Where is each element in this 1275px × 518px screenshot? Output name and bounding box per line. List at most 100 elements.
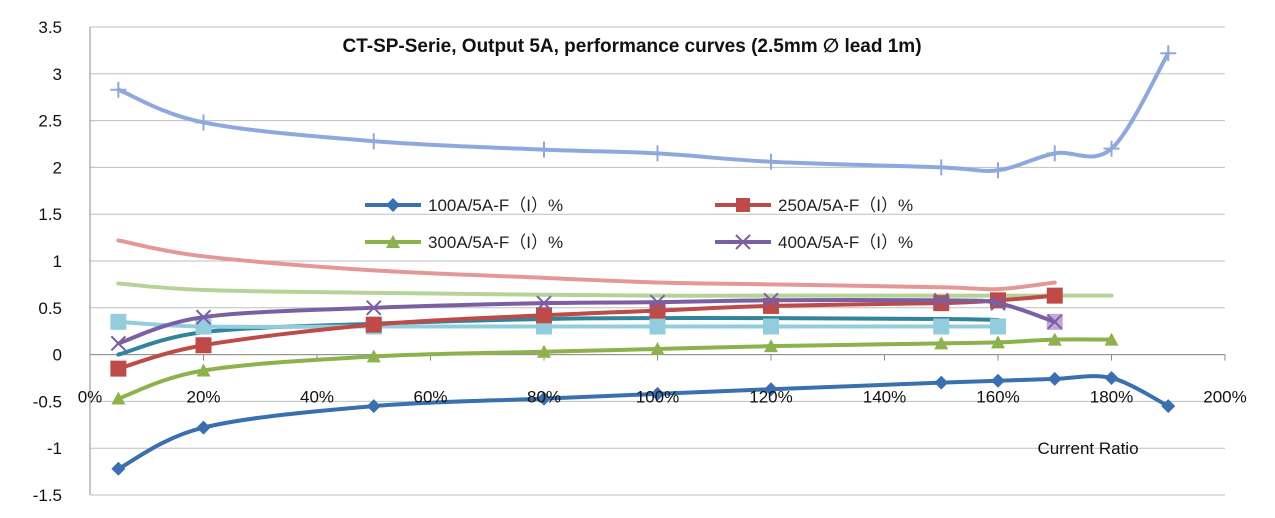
series-line [116,319,1000,329]
data-point [764,382,778,397]
legend-label: 250A/5A-F（I）% [778,196,913,215]
data-point [195,318,212,335]
series-3 [111,332,1119,405]
data-point [934,336,949,350]
data-point [1104,332,1119,346]
data-point [990,318,1006,335]
legend-swatch-marker [736,198,750,212]
data-point [196,420,211,435]
data-point [1046,287,1063,304]
data-point [1047,332,1062,346]
x-tick-label: 20% [186,388,220,407]
x-tick-label: 180% [1090,388,1133,407]
legend-label: 300A/5A-F（I）% [428,233,563,252]
chart-title: CT-SP-Serie, Output 5A, performance curv… [342,36,921,57]
series-line [116,51,1171,173]
data-point [111,391,126,405]
y-tick-label: 1.5 [38,205,62,224]
data-point [195,337,212,354]
data-point [1047,314,1063,330]
y-tick-label: 1 [53,252,62,271]
data-point [649,318,666,335]
y-tick-label: 3.5 [38,18,62,37]
data-point [536,141,552,158]
legend-item-2: 250A/5A-F（I）% [715,196,913,215]
data-point [763,153,779,170]
x-tick-labels: 0% 20% 40% 60% 80% 100% 120% 140% 160% 180% 200% [78,388,1247,407]
legend-swatch-marker [386,235,400,248]
series-5 [110,45,1177,179]
data-point [990,295,1006,311]
data-point [536,295,552,311]
y-tick-label: 3 [53,65,62,84]
data-point [110,313,127,330]
y-tick-label: -1.5 [33,486,62,505]
data-point [537,391,551,406]
data-point [110,81,127,98]
y-tick-label: -0.5 [33,392,62,411]
data-point [933,295,950,312]
title-background [210,28,1055,62]
data-point [934,375,949,390]
data-point [649,294,666,310]
data-point [365,133,382,150]
y-tick-label: -1 [47,439,62,458]
data-point [1046,145,1063,162]
x-tick-label: 200% [1203,388,1246,407]
legend: 100A/5A-F（I）% 250A/5A-F（I）% 300A/5A-F（I）% 4… [365,196,913,252]
legend-label: 100A/5A-F（I）% [428,196,563,215]
data-point [764,339,778,353]
series-4 [110,292,1063,352]
data-point [366,300,382,316]
data-point [366,349,381,363]
gridlines [89,26,1226,496]
x-tick-label: 60% [413,388,447,407]
data-point [1161,399,1176,414]
series-line [116,293,1057,371]
series-8 [116,315,1000,357]
data-point [110,335,127,352]
data-point [650,341,665,355]
x-tick-label: 40% [300,388,334,407]
y-tick-label: 2.5 [38,112,62,131]
y-tick-label: 0 [53,346,62,365]
data-point [366,399,381,414]
y-tick-label: 0.5 [38,299,62,318]
data-point [1160,45,1177,62]
data-point [650,386,665,401]
data-point [1104,371,1119,385]
data-point [195,114,212,131]
data-point [365,316,382,333]
data-point [110,360,127,377]
data-point [195,309,212,325]
series-1 [111,371,1176,476]
data-point [196,363,211,377]
data-point [111,461,126,476]
x-tick-label: 100% [636,388,679,407]
x-axis-title: Current Ratio [1037,439,1138,458]
data-point [991,373,1005,388]
series-layer [110,45,1177,476]
data-point [649,302,666,319]
legend-item-4: 400A/5A-F（I）% [715,233,913,252]
data-point [991,335,1005,349]
data-point [537,344,551,358]
data-point [1047,371,1062,386]
legend-label: 400A/5A-F（I）% [778,233,913,252]
series-line [116,298,1057,346]
data-point [1103,140,1120,157]
x-tick-label: 80% [527,388,561,407]
y-tick-label: 2 [53,158,62,177]
legend-swatch-marker [735,234,751,250]
x-tick-label: 140% [863,388,906,407]
x-tick-label: 120% [749,388,792,407]
series-6 [116,238,1057,292]
data-point [763,318,779,335]
x-tick-label: 0% [78,388,103,407]
legend-item-3: 300A/5A-F（I）% [365,233,563,252]
data-point [536,307,552,324]
series-line [116,315,1000,357]
data-point [933,318,950,335]
